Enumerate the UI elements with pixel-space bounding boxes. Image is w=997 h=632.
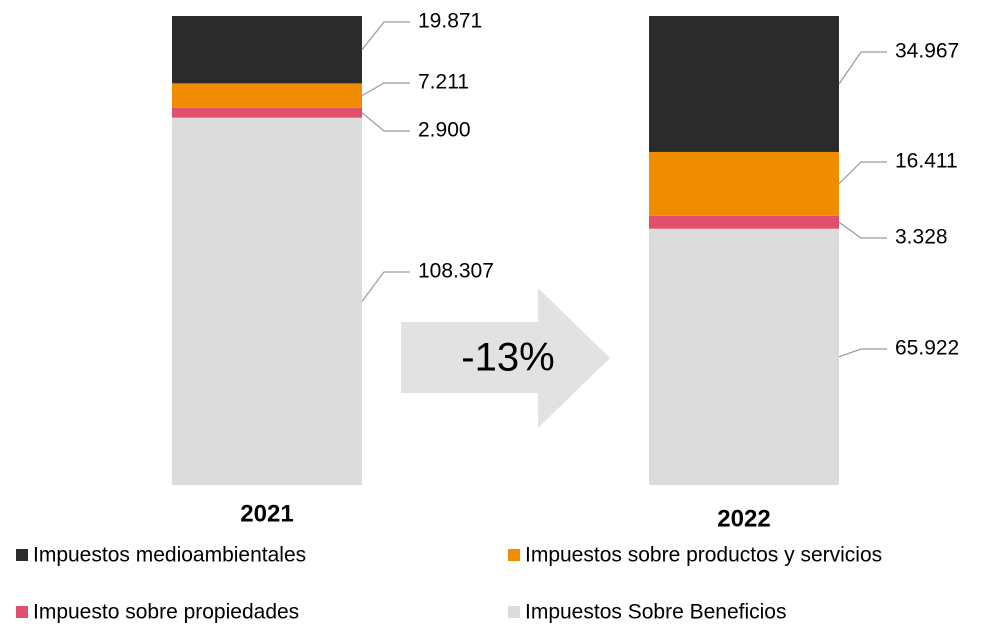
data-label: 2.900 xyxy=(418,119,471,142)
data-label: 19.871 xyxy=(418,10,482,33)
bar-segment xyxy=(649,16,839,152)
leader-line xyxy=(838,221,887,239)
legend-swatch xyxy=(16,549,28,561)
bar-segment xyxy=(649,228,839,485)
leader-line xyxy=(361,112,410,132)
legend-swatch xyxy=(508,606,520,618)
leader-line xyxy=(361,271,410,302)
change-arrow xyxy=(401,288,610,428)
bar-segment xyxy=(649,215,839,229)
legend-label: Impuestos medioambientales xyxy=(33,544,306,567)
category-label: 2021 xyxy=(240,500,293,527)
leader-line xyxy=(361,82,410,97)
bar-segment xyxy=(172,117,362,485)
change-annotation: -13% xyxy=(461,336,554,380)
bar-segment xyxy=(172,107,362,118)
leader-line xyxy=(838,51,887,85)
bar-segment xyxy=(172,16,362,84)
bar-segment xyxy=(649,151,839,216)
legend-label: Impuestos sobre productos y servicios xyxy=(525,544,882,567)
leader-line xyxy=(838,348,887,358)
data-label: 65.922 xyxy=(895,337,959,360)
legend-swatch xyxy=(16,606,28,618)
category-label: 2022 xyxy=(717,505,770,532)
bar-segment xyxy=(172,83,362,108)
data-label: 34.967 xyxy=(895,40,959,63)
leader-line xyxy=(838,161,887,185)
leader-line xyxy=(361,21,410,51)
data-label: 16.411 xyxy=(895,150,958,173)
data-label: 7.211 xyxy=(418,71,469,94)
legend-label: Impuestos Sobre Beneficios xyxy=(525,601,786,624)
legend-label: Impuesto sobre propiedades xyxy=(33,601,299,624)
data-label: 3.328 xyxy=(895,226,948,249)
legend-swatch xyxy=(508,549,520,561)
data-label: 108.307 xyxy=(418,260,494,283)
